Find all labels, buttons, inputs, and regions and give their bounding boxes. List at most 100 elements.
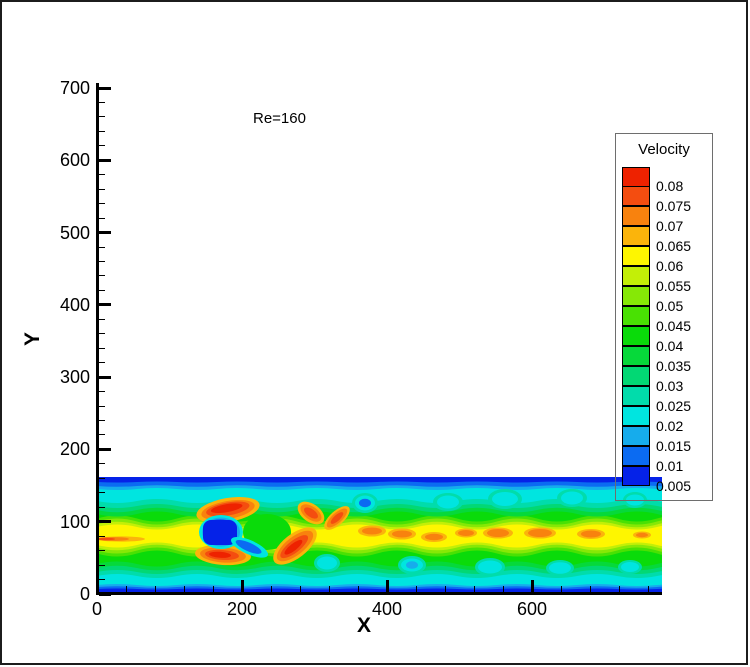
cylinder-wake-blob: [199, 515, 243, 549]
legend-label: 0.005: [656, 478, 692, 494]
y-tick-mark: [99, 434, 105, 436]
shed-crescent-far: [324, 506, 350, 530]
legend-swatch: [622, 406, 650, 426]
y-tick-label: 0: [79, 584, 90, 604]
y-tick-mark: [99, 116, 105, 118]
y-tick-mark: [99, 303, 111, 307]
legend-label: 0.075: [656, 198, 692, 214]
legend-label: 0.05: [656, 298, 684, 314]
reynolds-annotation: Re=160: [253, 110, 306, 127]
legend-row: 0.045: [622, 306, 712, 334]
legend-label: 0.02: [656, 418, 684, 434]
x-axis-line: [96, 592, 662, 595]
legend-swatch: [622, 466, 650, 486]
x-tick-mark: [299, 586, 301, 592]
high-speed-arc-below-cylinder: [195, 544, 251, 566]
y-axis-title: Y: [21, 331, 45, 347]
legend-swatch: [622, 366, 650, 386]
legend-label: 0.06: [656, 258, 684, 274]
x-tick-mark: [415, 586, 417, 592]
legend-label: 0.035: [656, 358, 692, 374]
y-tick-mark: [99, 86, 111, 90]
legend-swatch: [622, 186, 650, 206]
legend-row: 0.015: [622, 426, 712, 454]
x-tick-mark: [560, 586, 562, 592]
legend-label: 0.07: [656, 218, 684, 234]
upstream-jet-streak: [97, 536, 145, 542]
legend-label: 0.025: [656, 398, 692, 414]
y-tick-mark: [99, 550, 105, 552]
shed-crescent-right: [273, 527, 317, 565]
x-tick-mark: [154, 586, 156, 592]
legend-row: 0.05: [622, 286, 712, 314]
y-tick-mark: [99, 405, 105, 407]
wake-high-speed-lenses: [358, 525, 651, 542]
legend-swatch: [622, 326, 650, 346]
y-tick-mark: [99, 246, 105, 248]
y-tick-mark: [99, 506, 105, 508]
legend-label: 0.055: [656, 278, 692, 294]
y-tick-mark: [99, 520, 111, 524]
legend-row: 0.06: [622, 246, 712, 274]
y-tick-mark: [99, 564, 105, 566]
y-tick-mark: [99, 362, 105, 364]
legend-swatch: [622, 426, 650, 446]
y-tick-mark: [99, 535, 105, 537]
y-tick-label: 600: [59, 150, 90, 171]
contour-field: [97, 477, 662, 594]
legend-label: 0.08: [656, 178, 684, 194]
legend-label: 0.04: [656, 338, 684, 354]
x-tick-mark: [95, 580, 99, 592]
y-tick-mark: [99, 579, 105, 581]
y-tick-mark: [99, 477, 105, 479]
centerline-core-bands: [97, 515, 662, 557]
y-tick-label: 700: [59, 78, 90, 98]
y-tick-label: 400: [59, 294, 90, 315]
legend-swatch: [622, 286, 650, 306]
legend-swatch: [622, 266, 650, 286]
legend-label: 0.01: [656, 458, 684, 474]
high-speed-arc-above-cylinder: [196, 496, 260, 524]
legend-row: 0.035: [622, 346, 712, 374]
y-tick-mark: [99, 447, 111, 451]
legend-swatch: [622, 346, 650, 366]
legend-row: 0.08: [622, 167, 712, 194]
legend-swatch: [622, 167, 650, 187]
x-tick-mark: [589, 586, 591, 592]
y-tick-mark: [99, 217, 105, 219]
x-tick-mark: [502, 586, 504, 592]
cylinder-region: [195, 496, 350, 566]
y-tick-mark: [99, 174, 105, 176]
legend-title: Velocity: [638, 141, 690, 158]
x-tick-mark: [125, 586, 127, 592]
legend-row: 0.055: [622, 266, 712, 294]
wake-tail: [231, 536, 268, 558]
y-tick-mark: [99, 391, 105, 393]
legend-rows: 0.08 0.075 0.07 0.065 0.06 0.055 0.05 0.045 0.04…: [616, 167, 712, 494]
green-gap: [243, 514, 291, 550]
legend-label: 0.065: [656, 238, 692, 254]
x-tick-mark: [240, 580, 244, 592]
legend-swatch: [622, 386, 650, 406]
x-tick-label: 0: [91, 599, 102, 619]
y-tick-mark: [99, 158, 111, 162]
x-axis-title: X: [357, 614, 372, 637]
y-tick-mark: [99, 145, 105, 147]
y-tick-mark: [99, 420, 105, 421]
x-tick-mark: [357, 586, 359, 592]
legend-row: 0.07: [622, 206, 712, 234]
bottom-wall-boundary-layers: [97, 561, 662, 594]
y-tick-mark: [99, 289, 105, 291]
x-tick-mark: [473, 586, 475, 592]
y-tick-mark: [99, 463, 105, 465]
legend-row: 0.04: [622, 326, 712, 354]
y-tick-label: 500: [59, 222, 90, 243]
shed-blob-upper-right: [297, 501, 325, 525]
x-tick-mark: [328, 586, 330, 592]
legend-label: 0.045: [656, 318, 692, 334]
legend-swatch: [622, 446, 650, 466]
legend-label: 0.03: [656, 378, 684, 394]
legend-row: 0.01: [622, 446, 712, 474]
y-tick-mark: [99, 275, 105, 277]
